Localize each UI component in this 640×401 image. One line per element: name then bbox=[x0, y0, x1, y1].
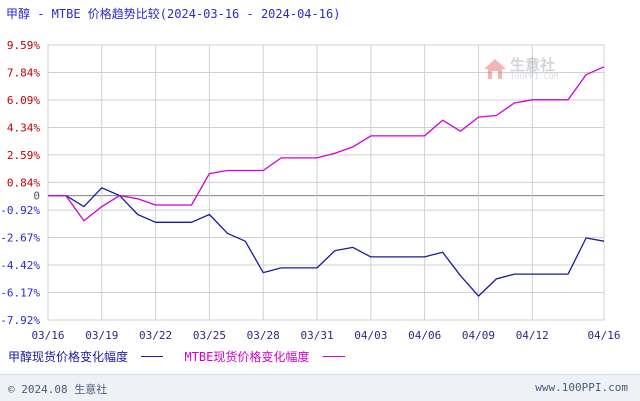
y-tick-label: -0.92% bbox=[0, 204, 40, 217]
chart-title: 甲醇 - MTBE 价格趋势比较(2024-03-16 - 2024-04-16… bbox=[6, 7, 341, 21]
x-tick-label: 04/09 bbox=[462, 329, 495, 342]
x-tick-label: 04/16 bbox=[587, 329, 620, 342]
y-tick-label: 6.09% bbox=[7, 94, 40, 107]
watermark-text: 生意社 bbox=[510, 56, 556, 74]
watermark-url: 100PPI.COM bbox=[510, 72, 559, 81]
x-tick-label: 03/25 bbox=[193, 329, 226, 342]
x-tick-label: 04/06 bbox=[408, 329, 441, 342]
footer-bar: © 2024.08 生意社 www.100PPI.com bbox=[0, 374, 640, 401]
x-tick-label: 03/19 bbox=[85, 329, 118, 342]
legend-swatch-series-1 bbox=[141, 356, 164, 357]
line-chart: 9.59% 7.84% 6.09% 4.34% 2.59% 0.84%0-0.92% -2.… bbox=[0, 39, 620, 342]
series-line-1 bbox=[48, 187, 605, 297]
house-logo-icon bbox=[484, 59, 506, 79]
x-tick-label: 03/31 bbox=[300, 329, 333, 342]
footer-url[interactable]: www.100PPI.com bbox=[535, 381, 628, 394]
y-tick-label: 2.59% bbox=[7, 149, 40, 162]
legend-label-series-1: 甲醇现货价格变化幅度 bbox=[8, 350, 129, 364]
series-line-2 bbox=[48, 66, 605, 222]
y-tick-label: -4.42% bbox=[0, 259, 40, 272]
y-tick-label: 4.34% bbox=[7, 121, 40, 134]
y-tick-label: -6.17% bbox=[0, 287, 40, 300]
watermark: 生意社 100PPI.COM bbox=[483, 55, 573, 85]
y-tick-label: 0.84% bbox=[7, 176, 40, 189]
y-tick-label: 7.84% bbox=[7, 66, 40, 79]
x-tick-label: 03/16 bbox=[31, 329, 64, 342]
x-tick-label: 04/03 bbox=[354, 329, 387, 342]
copyright-text: © 2024.08 生意社 bbox=[8, 383, 108, 396]
legend: 甲醇现货价格变化幅度 MTBE现货价格变化幅度 bbox=[8, 348, 359, 365]
y-tick-label: 0 bbox=[33, 190, 40, 203]
legend-label-series-2: MTBE现货价格变化幅度 bbox=[184, 350, 310, 364]
x-tick-label: 03/22 bbox=[139, 329, 172, 342]
x-tick-label: 03/28 bbox=[247, 329, 280, 342]
y-tick-label: -2.67% bbox=[0, 232, 40, 245]
x-tick-label: 04/12 bbox=[516, 329, 549, 342]
legend-swatch-series-2 bbox=[322, 356, 345, 357]
y-tick-label: -7.92% bbox=[0, 314, 40, 327]
y-tick-label: 9.59% bbox=[7, 39, 40, 52]
